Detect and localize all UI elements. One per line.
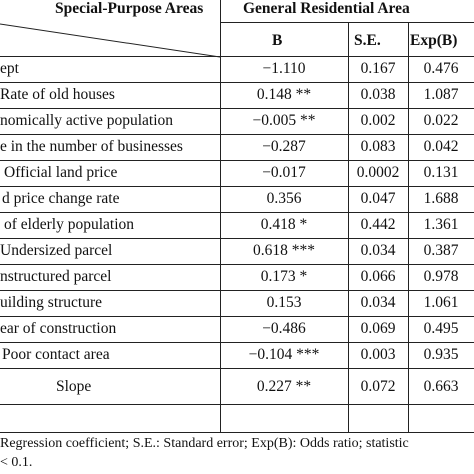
cell-se: 0.002: [360, 112, 396, 129]
row-label: Official land price: [4, 164, 118, 181]
row-label: ept: [0, 60, 19, 77]
table-row: e in the number of businesses −0.287 0.0…: [0, 134, 474, 160]
cell-se: 0.167: [360, 60, 396, 77]
table-row: Poor contact area −0.104 *** 0.003 0.935: [0, 342, 474, 368]
cell-expb: 0.495: [423, 320, 459, 337]
table-footnote-line2: < 0.1.: [0, 455, 33, 470]
row-rule: [0, 108, 474, 109]
cell-se: 0.034: [360, 242, 396, 259]
cell-b: 0.148 **: [256, 86, 312, 103]
cell-se: 0.083: [360, 138, 396, 155]
table-footnote-line1: Regression coefficient; S.E.: Standard e…: [0, 436, 409, 451]
cell-expb: 0.131: [423, 164, 459, 181]
row-label: Undersized parcel: [0, 242, 113, 259]
cell-se: 0.066: [360, 268, 396, 285]
cell-b: −0.104 ***: [248, 346, 320, 363]
row-label: ear of construction: [0, 320, 117, 337]
cell-b: −0.017: [262, 164, 306, 181]
row-label: e in the number of businesses: [0, 138, 183, 155]
table-row: Undersized parcel 0.618 *** 0.034 0.387: [0, 238, 474, 264]
column-header-expb: Exp(B): [410, 32, 458, 49]
cell-expb: 0.476: [423, 60, 459, 77]
table-bottom-rule: [0, 432, 474, 433]
row-rule: [0, 404, 474, 405]
column-divider: [220, 0, 221, 432]
cell-expb: 1.688: [423, 190, 459, 207]
cell-expb: 0.022: [423, 112, 459, 129]
table-row: uilding structure 0.153 0.034 1.061: [0, 290, 474, 316]
cell-se: 0.034: [360, 294, 396, 311]
row-rule: [0, 82, 474, 83]
cell-expb: 0.978: [423, 268, 459, 285]
cell-b: 0.356: [266, 190, 302, 207]
row-rule: [0, 342, 474, 343]
cell-se: 0.038: [360, 86, 396, 103]
cell-b: −0.005 **: [252, 112, 316, 129]
cell-b: −1.110: [262, 60, 306, 77]
cell-b: 0.153: [266, 294, 302, 311]
column-divider: [348, 22, 349, 432]
table-row: nstructured parcel 0.173 * 0.066 0.978: [0, 264, 474, 290]
row-rule: [0, 186, 474, 187]
cell-se: 0.072: [360, 378, 396, 395]
header-group-rule: [220, 22, 474, 23]
table-row: d price change rate 0.356 0.047 1.688: [0, 186, 474, 212]
cell-se: 0.442: [360, 216, 396, 233]
row-label: nstructured parcel: [0, 268, 112, 285]
row-rule: [0, 264, 474, 265]
header-group-label: General Residential Area: [243, 0, 410, 17]
cell-se: 0.003: [360, 346, 396, 363]
row-rule: [0, 238, 474, 239]
cell-se: 0.047: [360, 190, 396, 207]
column-header-se: S.E.: [354, 32, 381, 49]
cell-b: 0.173 *: [260, 268, 308, 285]
row-rule: [0, 160, 474, 161]
cell-b: 0.227 **: [256, 378, 312, 395]
column-header-b: B: [272, 32, 283, 49]
cell-expb: 0.663: [423, 378, 459, 395]
cell-b: −0.287: [262, 138, 306, 155]
cell-se: 0.0002: [356, 164, 400, 181]
header-bottom-rule: [0, 56, 474, 57]
cell-expb: 0.042: [423, 138, 459, 155]
cell-expb: 1.361: [423, 216, 459, 233]
row-label: nomically active population: [0, 112, 174, 129]
cell-b: 0.418 *: [260, 216, 308, 233]
cell-expb: 0.935: [423, 346, 459, 363]
header-diagonal-line: [0, 23, 220, 58]
cell-b: 0.618 ***: [253, 242, 315, 259]
row-label: Poor contact area: [2, 346, 110, 363]
row-rule: [0, 368, 474, 369]
table-row: Official land price −0.017 0.0002 0.131: [0, 160, 474, 186]
row-rule: [0, 316, 474, 317]
header-left-label: Special-Purpose Areas: [55, 0, 204, 17]
cell-b: −0.486: [262, 320, 306, 337]
table-row: nomically active population −0.005 ** 0.…: [0, 108, 474, 134]
table-row: of elderly population 0.418 * 0.442 1.36…: [0, 212, 474, 238]
table-row: Slope 0.227 ** 0.072 0.663: [0, 372, 474, 404]
table-row: ept −1.110 0.167 0.476: [0, 56, 474, 82]
row-label: of elderly population: [4, 216, 134, 233]
cell-expb: 1.087: [423, 86, 459, 103]
column-divider: [408, 22, 409, 432]
table-row: ear of construction −0.486 0.069 0.495: [0, 316, 474, 342]
cell-expb: 0.387: [423, 242, 459, 259]
row-label: d price change rate: [2, 190, 120, 207]
cell-se: 0.069: [360, 320, 396, 337]
cell-expb: 1.061: [423, 294, 459, 311]
row-label: Slope: [56, 378, 92, 395]
row-label: uilding structure: [0, 294, 103, 311]
row-rule: [0, 212, 474, 213]
row-rule: [0, 290, 474, 291]
row-label: Rate of old houses: [0, 86, 115, 103]
row-rule: [0, 134, 474, 135]
table-row: Rate of old houses 0.148 ** 0.038 1.087: [0, 82, 474, 108]
